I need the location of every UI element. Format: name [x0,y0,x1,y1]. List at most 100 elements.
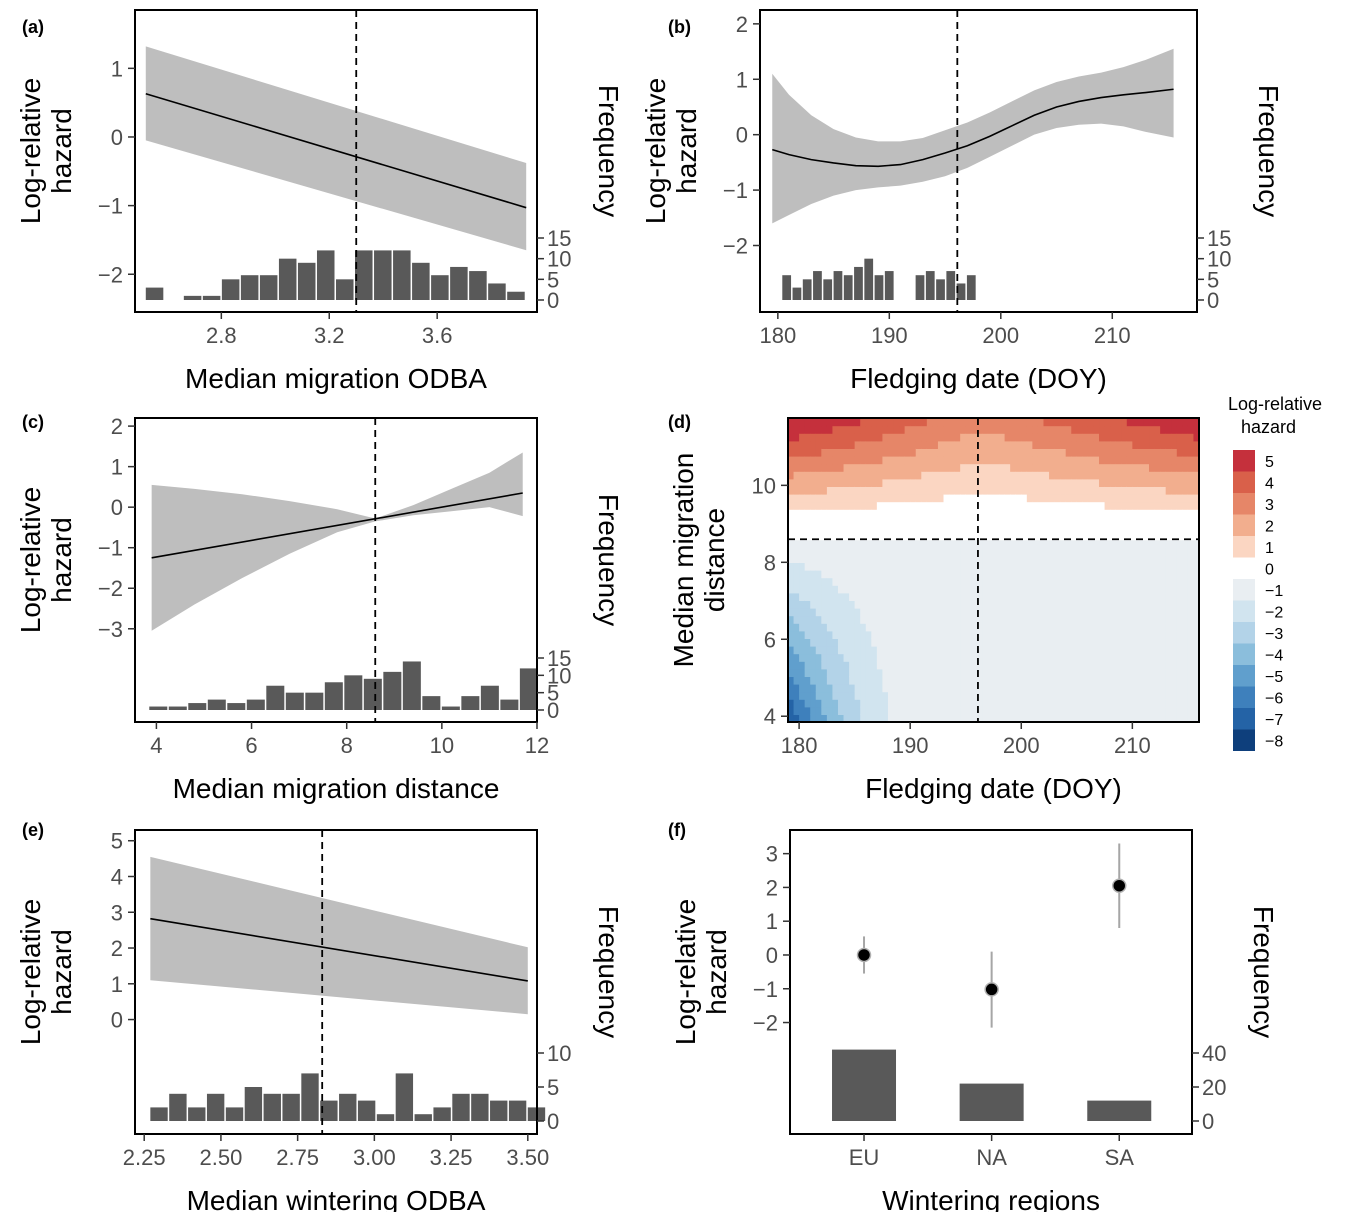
legend-swatch [1233,643,1255,665]
heatmap-cell [1037,440,1045,449]
heatmap-cell [943,494,950,503]
heatmap-cell [788,554,795,563]
heatmap-cell [999,524,1006,533]
heatmap-cell [854,418,861,427]
heatmap-cell [1076,714,1083,722]
heatmap-cell [1026,433,1033,442]
heatmap-cell [1015,600,1022,609]
heatmap-cell [899,577,906,586]
heatmap-cell [804,661,811,670]
heatmap-cell [960,433,967,442]
heatmap-cell [826,501,834,510]
heatmap-cell [893,524,900,533]
plot-frame [134,829,538,1135]
heatmap-cell [1121,418,1128,427]
heatmap-cell [865,501,872,510]
heatmap-cell [937,418,945,427]
heatmap-cell [1115,532,1122,541]
heatmap-cell [837,676,845,685]
heatmap-cell [993,448,1000,457]
heatmap-cell [904,433,911,442]
heatmap-cell [1076,433,1083,442]
heatmap-cell [1143,668,1150,677]
heatmap-cell [804,585,811,594]
frequency-bar [169,1093,187,1121]
heatmap-cell [1082,547,1089,556]
estimate-point [856,947,872,963]
heatmap-cell [1115,706,1122,715]
heatmap-cell [1060,577,1067,586]
heatmap-cell [999,714,1006,722]
legend-label: −1 [1265,583,1283,600]
heatmap-cell [826,425,834,434]
y-tick-label: −2 [753,1011,778,1036]
frequency-bar [507,291,525,300]
heatmap-cell [832,668,839,677]
heatmap-cell [943,630,950,639]
heatmap-cell [1104,676,1111,685]
heatmap-cell [1037,486,1045,495]
heatmap-cell [1104,516,1111,525]
heatmap-cell [793,585,800,594]
heatmap-cell [1154,699,1161,708]
heatmap-cell [937,501,945,510]
frequency-bar [956,283,966,300]
heatmap-cell [1149,714,1156,722]
heatmap-cell [1076,684,1083,693]
heatmap-cell [987,501,995,510]
heatmap-cell [921,433,928,442]
heatmap-cell [1154,501,1161,510]
heatmap-cell [1143,615,1150,624]
heatmap-cell [1182,577,1189,586]
heatmap-cell [887,486,895,495]
heatmap-cell [1165,562,1172,571]
heatmap-cell [976,600,983,609]
heatmap-cell [1065,615,1072,624]
heatmap-cell [1110,691,1117,700]
heatmap-cell [1060,440,1067,449]
heatmap-cell [876,440,884,449]
x-tick-label: 3.50 [506,1145,549,1170]
heatmap-cell [793,418,800,427]
heatmap-cell [1021,440,1028,449]
heatmap-cell [893,418,900,427]
heatmap-cell [987,570,995,579]
heatmap-cell [910,615,917,624]
heatmap-cell [1132,494,1139,503]
heatmap-cell [1160,630,1167,639]
heatmap-cell [943,456,950,465]
heatmap-cell [937,425,945,434]
heatmap-cell [954,501,961,510]
heatmap-cell [793,463,800,472]
heatmap-cell [1126,463,1133,472]
heatmap-cell [1193,699,1199,708]
heatmap-cell [815,562,822,571]
heatmap-cell [1182,554,1189,563]
heatmap-cell [1187,554,1195,563]
heatmap-cell [1065,478,1072,487]
heatmap-cell [949,448,956,457]
heatmap-cell [1149,699,1156,708]
heatmap-cell [799,646,806,655]
heatmap-cell [849,433,856,442]
heatmap-cell [949,433,956,442]
heatmap-cell [1104,615,1111,624]
heatmap-cell [915,418,922,427]
heatmap-cell [932,615,939,624]
frequency-bar [301,1073,319,1121]
heatmap-cell [865,494,872,503]
heatmap-cell [1043,562,1050,571]
heatmap-cell [837,699,845,708]
heatmap-cell [1049,570,1056,579]
heatmap-cell [1187,623,1195,632]
heatmap-cell [1010,524,1017,533]
panel-label: (b) [668,17,691,37]
heatmap-cell [904,684,911,693]
heatmap-cell [910,577,917,586]
heatmap-cell [1187,562,1195,571]
legend-swatch [1233,450,1255,472]
heatmap-cell [810,691,817,700]
x-tick-label: 2.25 [123,1145,166,1170]
heatmap-cell [943,471,950,480]
heatmap-cell [799,478,806,487]
